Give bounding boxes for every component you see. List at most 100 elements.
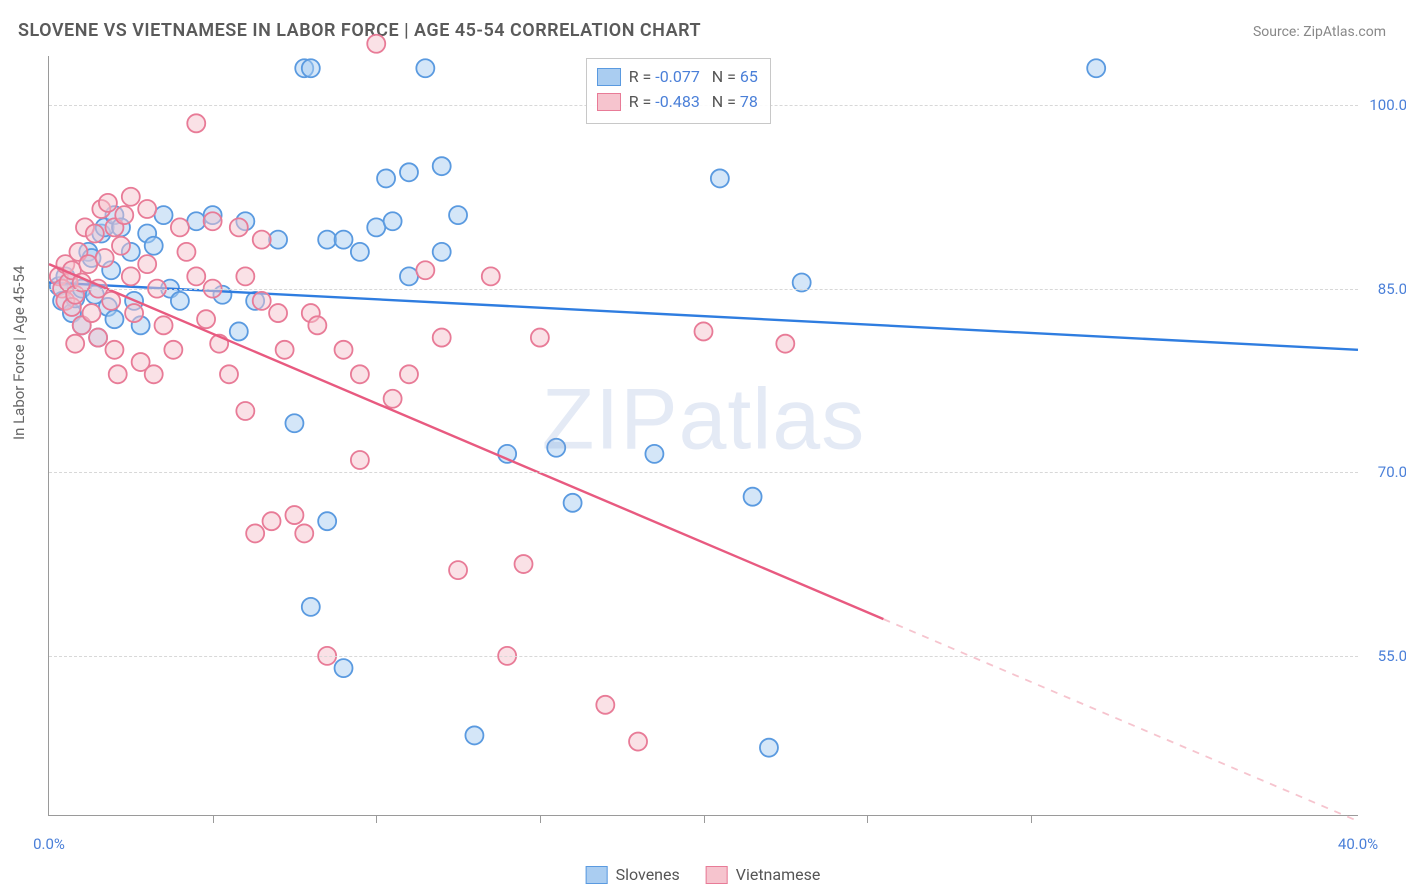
- scatter-marker: [122, 267, 140, 285]
- scatter-marker: [564, 494, 582, 512]
- chart-title: SLOVENE VS VIETNAMESE IN LABOR FORCE | A…: [18, 20, 701, 41]
- scatter-marker: [145, 365, 163, 383]
- scatter-marker: [187, 114, 205, 132]
- scatter-marker: [197, 310, 215, 328]
- scatter-marker: [220, 365, 238, 383]
- scatter-marker: [230, 322, 248, 340]
- scatter-marker: [138, 200, 156, 218]
- scatter-marker: [187, 212, 205, 230]
- scatter-marker: [400, 267, 418, 285]
- scatter-marker: [711, 169, 729, 187]
- scatter-marker: [96, 249, 114, 267]
- scatter-marker: [744, 488, 762, 506]
- scatter-marker: [89, 329, 107, 347]
- scatter-marker: [285, 414, 303, 432]
- scatter-marker: [465, 726, 483, 744]
- scatter-marker: [246, 524, 264, 542]
- xtick: [1031, 815, 1032, 823]
- scatter-marker: [596, 696, 614, 714]
- scatter-marker: [1087, 59, 1105, 77]
- scatter-marker: [276, 341, 294, 359]
- plot-svg: [49, 56, 1358, 815]
- scatter-marker: [335, 231, 353, 249]
- scatter-marker: [308, 316, 326, 334]
- scatter-marker: [433, 243, 451, 261]
- ytick-label: 55.0%: [1363, 647, 1406, 665]
- scatter-marker: [367, 218, 385, 236]
- scatter-marker: [109, 365, 127, 383]
- ytick-label: 100.0%: [1363, 96, 1406, 114]
- scatter-marker: [269, 231, 287, 249]
- gridline-h: [49, 289, 1358, 290]
- scatter-marker: [83, 304, 101, 322]
- scatter-marker: [695, 322, 713, 340]
- scatter-marker: [171, 292, 189, 310]
- scatter-marker: [253, 231, 271, 249]
- scatter-marker: [351, 243, 369, 261]
- scatter-marker: [547, 439, 565, 457]
- source-attribution: Source: ZipAtlas.com: [1253, 24, 1386, 40]
- chart-container: SLOVENE VS VIETNAMESE IN LABOR FORCE | A…: [0, 0, 1406, 892]
- scatter-marker: [155, 206, 173, 224]
- legend-item: Vietnamese: [706, 865, 821, 884]
- regression-extrapolation: [883, 619, 1358, 821]
- scatter-marker: [112, 237, 130, 255]
- scatter-marker: [318, 512, 336, 530]
- scatter-marker: [367, 35, 385, 53]
- scatter-marker: [384, 212, 402, 230]
- xtick-label: 40.0%: [1338, 835, 1378, 853]
- scatter-marker: [377, 169, 395, 187]
- scatter-marker: [177, 243, 195, 261]
- scatter-marker: [318, 231, 336, 249]
- scatter-marker: [122, 188, 140, 206]
- scatter-marker: [99, 194, 117, 212]
- xtick: [376, 815, 377, 823]
- scatter-marker: [171, 218, 189, 236]
- scatter-marker: [515, 555, 533, 573]
- xtick: [867, 815, 868, 823]
- scatter-marker: [335, 659, 353, 677]
- ytick-label: 70.0%: [1363, 463, 1406, 481]
- scatter-marker: [269, 304, 287, 322]
- scatter-marker: [105, 310, 123, 328]
- bottom-legend: Slovenes Vietnamese: [586, 865, 821, 884]
- scatter-marker: [66, 335, 84, 353]
- legend-row: R = -0.483 N = 78: [597, 90, 758, 115]
- scatter-marker: [125, 304, 143, 322]
- scatter-marker: [384, 390, 402, 408]
- gridline-h: [49, 656, 1358, 657]
- scatter-marker: [236, 402, 254, 420]
- scatter-marker: [263, 512, 281, 530]
- scatter-marker: [187, 267, 205, 285]
- scatter-marker: [204, 212, 222, 230]
- scatter-marker: [285, 506, 303, 524]
- scatter-marker: [236, 267, 254, 285]
- scatter-marker: [531, 329, 549, 347]
- scatter-marker: [400, 163, 418, 181]
- scatter-marker: [416, 261, 434, 279]
- xtick: [540, 815, 541, 823]
- gridline-h: [49, 472, 1358, 473]
- scatter-marker: [138, 255, 156, 273]
- xtick: [704, 815, 705, 823]
- scatter-marker: [335, 341, 353, 359]
- scatter-marker: [164, 341, 182, 359]
- legend-item: Slovenes: [586, 865, 680, 884]
- scatter-marker: [351, 365, 369, 383]
- scatter-marker: [760, 739, 778, 757]
- scatter-marker: [645, 445, 663, 463]
- scatter-marker: [351, 451, 369, 469]
- scatter-marker: [449, 206, 467, 224]
- scatter-marker: [253, 292, 271, 310]
- scatter-marker: [482, 267, 500, 285]
- scatter-marker: [145, 237, 163, 255]
- scatter-marker: [400, 365, 418, 383]
- scatter-marker: [86, 225, 104, 243]
- scatter-marker: [105, 341, 123, 359]
- scatter-marker: [449, 561, 467, 579]
- plot-area: ZIPatlas 55.0%70.0%85.0%100.0%0.0%40.0%R…: [48, 56, 1358, 816]
- scatter-marker: [416, 59, 434, 77]
- scatter-marker: [230, 218, 248, 236]
- scatter-marker: [79, 255, 97, 273]
- xtick: [213, 815, 214, 823]
